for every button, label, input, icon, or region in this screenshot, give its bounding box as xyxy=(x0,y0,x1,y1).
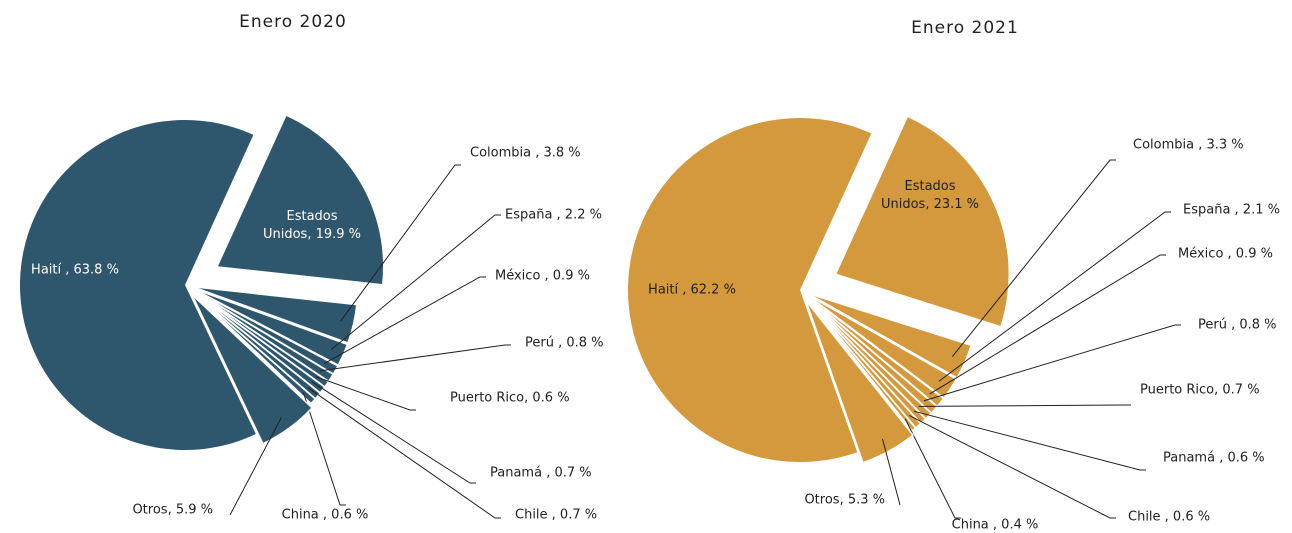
slice-label: Perú , 0.8 % xyxy=(525,336,604,351)
leader-line xyxy=(951,159,1116,357)
pie-slice xyxy=(191,294,314,445)
pie-slice xyxy=(19,119,256,450)
leader-line xyxy=(229,417,282,516)
leader-line xyxy=(340,164,461,322)
chart-title: Enero 2021 xyxy=(911,18,1019,38)
slice-label: China , 0.4 % xyxy=(952,518,1039,533)
pie-slice xyxy=(836,117,1009,326)
leader-line xyxy=(315,376,416,411)
slice-label: España , 2.1 % xyxy=(1183,203,1280,218)
slice-label: Estados Unidos, 19.9 % xyxy=(263,209,361,242)
leader-line xyxy=(302,392,346,506)
leader-line xyxy=(908,414,1116,519)
pie-slice xyxy=(191,287,349,367)
slice-label: Haití , 62.2 % xyxy=(648,283,736,298)
slice-label: Colombia , 3.8 % xyxy=(470,146,581,161)
slice-label: Panamá , 0.7 % xyxy=(490,466,592,481)
slice-label: México , 0.9 % xyxy=(495,269,590,284)
pie-slice xyxy=(627,117,872,462)
pie-slice xyxy=(190,289,317,405)
leader-line xyxy=(913,410,1146,471)
leader-line xyxy=(938,211,1171,382)
pie-slice xyxy=(804,295,917,432)
slice-label: Estados Unidos, 23.1 % xyxy=(881,179,979,212)
slice-label: Chile , 0.7 % xyxy=(515,508,597,523)
slice-label: Perú , 0.8 % xyxy=(1198,318,1277,333)
leader-line xyxy=(929,254,1166,395)
chart-title: Enero 2020 xyxy=(239,12,347,32)
leader-line xyxy=(323,276,486,364)
leader-line xyxy=(918,404,1131,407)
leader-line xyxy=(881,438,901,506)
pie-slice xyxy=(806,293,958,400)
pie-slice xyxy=(218,116,384,284)
pie-slice xyxy=(805,300,914,464)
slice-label: Chile , 0.6 % xyxy=(1128,510,1210,525)
slice-label: China , 0.6 % xyxy=(282,508,369,523)
slice-label: Panamá , 0.6 % xyxy=(1163,451,1265,466)
slice-label: España , 2.2 % xyxy=(505,208,602,223)
leader-line xyxy=(319,344,511,372)
leader-line xyxy=(904,418,961,519)
slice-label: Haití , 63.8 % xyxy=(31,263,119,278)
leader-line xyxy=(923,324,1181,402)
slice-label: Colombia , 3.3 % xyxy=(1133,138,1244,153)
slice-label: México , 0.9 % xyxy=(1178,247,1273,262)
leader-line xyxy=(307,387,501,519)
slice-label: Puerto Rico, 0.6 % xyxy=(450,391,570,406)
pie-slice xyxy=(192,286,358,344)
leader-line xyxy=(330,214,501,350)
slice-label: Otros, 5.3 % xyxy=(804,493,885,508)
slice-label: Puerto Rico, 0.7 % xyxy=(1140,383,1260,398)
slice-label: Otros, 5.9 % xyxy=(132,503,213,518)
leader-line xyxy=(311,381,476,484)
